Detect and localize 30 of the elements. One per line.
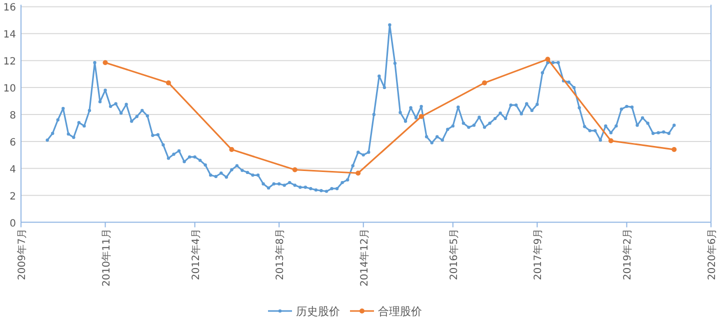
y-tick-label: 0 bbox=[10, 218, 16, 230]
x-tick-label: 2014年12月 bbox=[358, 228, 370, 286]
point bbox=[545, 56, 550, 62]
y-tick-label: 10 bbox=[3, 84, 16, 95]
point bbox=[102, 60, 108, 66]
point bbox=[672, 147, 677, 152]
y-tick-label: 14 bbox=[3, 30, 16, 41]
y-tick-label: 16 bbox=[3, 2, 16, 14]
point bbox=[418, 114, 424, 120]
point bbox=[229, 147, 234, 152]
point bbox=[356, 170, 361, 176]
legend-label: 合理股价 bbox=[378, 305, 422, 318]
x-tick-label: 2016年5月 bbox=[448, 228, 460, 280]
x-tick-label: 2013年8月 bbox=[274, 228, 286, 280]
y-tick-label: 8 bbox=[10, 110, 16, 122]
x-tick-label: 2017年9月 bbox=[532, 228, 544, 280]
x-tick-label: 2009年7月 bbox=[16, 228, 28, 280]
x-tick-label: 2019年2月 bbox=[622, 228, 634, 280]
y-tick-label: 6 bbox=[10, 137, 16, 148]
y-tick-label: 2 bbox=[10, 191, 16, 202]
point bbox=[166, 80, 171, 86]
point bbox=[608, 138, 614, 144]
y-tick-label: 12 bbox=[3, 56, 16, 68]
x-tick-label: 2010年11月 bbox=[100, 228, 112, 286]
point bbox=[292, 167, 298, 172]
x-tick-label: 2020年6月 bbox=[706, 228, 718, 280]
legend-label: 历史股价 bbox=[296, 305, 340, 318]
point bbox=[482, 80, 488, 86]
y-tick-label: 4 bbox=[10, 164, 16, 176]
x-tick-label: 2012年4月 bbox=[190, 228, 202, 280]
